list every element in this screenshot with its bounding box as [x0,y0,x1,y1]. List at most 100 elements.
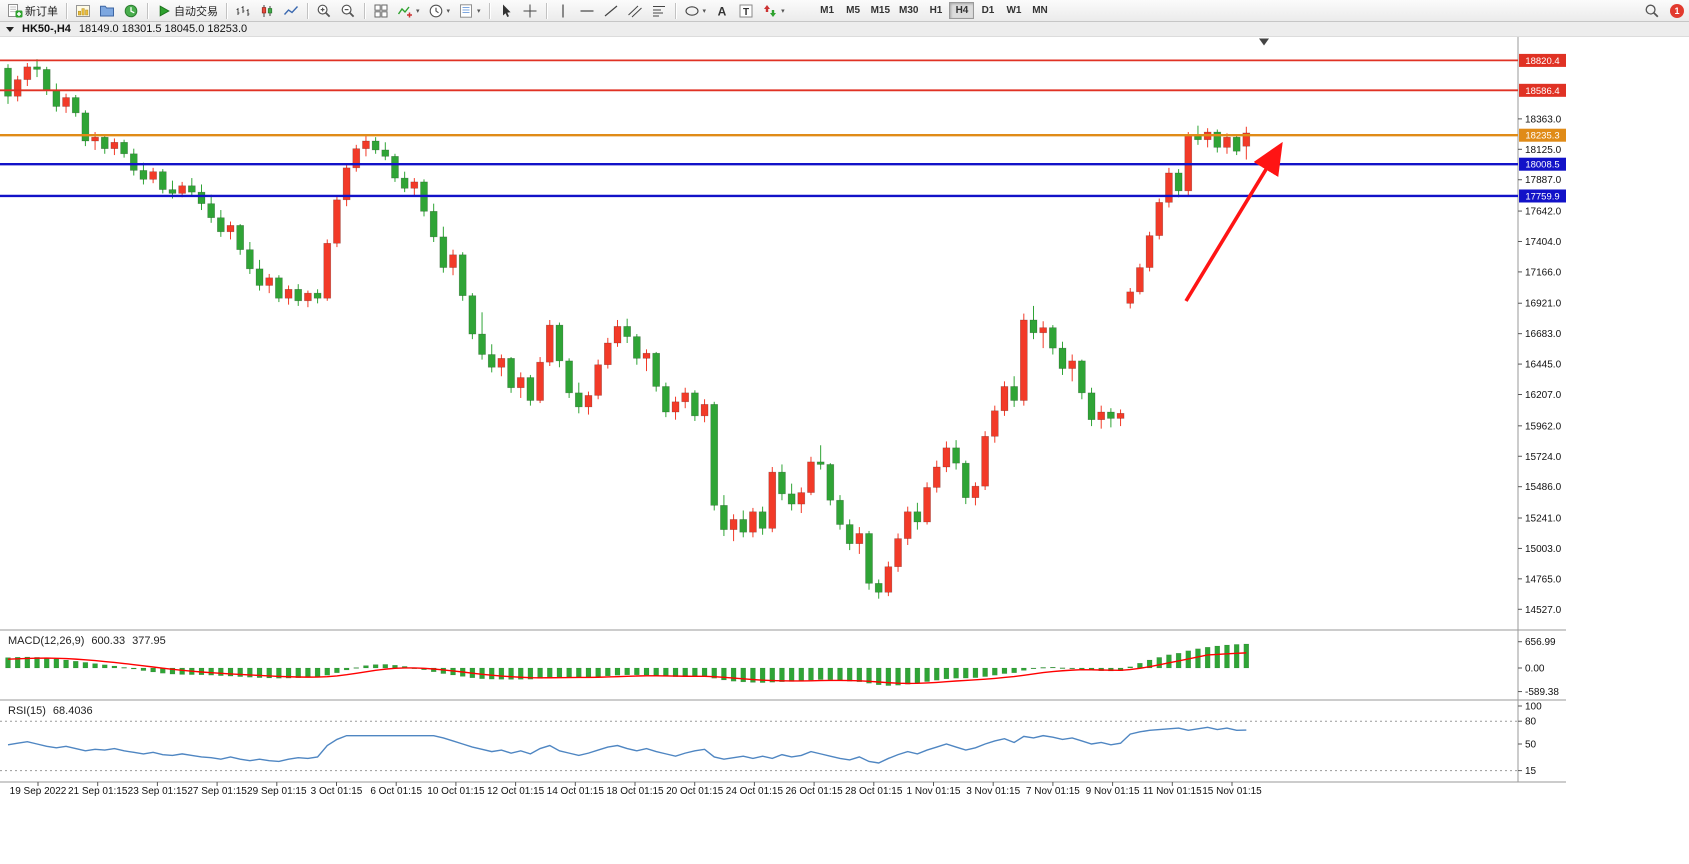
svg-text:23 Sep 01:15: 23 Sep 01:15 [128,786,188,797]
bar-chart-button[interactable] [232,1,254,20]
macd-signal-line [7,652,1247,685]
chevron-down-icon: ▾ [781,7,785,15]
line-chart-button[interactable] [280,1,302,20]
svg-text:20 Oct 01:15: 20 Oct 01:15 [666,786,724,797]
trendline-button[interactable] [600,1,622,20]
price-tag [1519,83,1566,97]
price-tags: 18820.4 18586.4 18235.3 18008.5 17759.9 [1519,53,1566,203]
horizontal-lines[interactable] [0,59,1518,198]
crosshair-button[interactable] [519,1,541,20]
svg-text:24 Oct 01:15: 24 Oct 01:15 [726,786,784,797]
fibonacci-button[interactable] [648,1,670,20]
svg-text:1 Nov 01:15: 1 Nov 01:15 [907,786,961,797]
new-order-button[interactable]: 新订单 [4,1,61,20]
timeframe-mn[interactable]: MN [1027,2,1052,19]
toolbar-separator [66,2,67,19]
new-chart-button[interactable] [72,1,94,20]
timeframe-w1[interactable]: W1 [1001,2,1026,19]
tile-windows-button[interactable] [370,1,392,20]
timeframe-m30[interactable]: M30 [895,2,922,19]
svg-text:3 Nov 01:15: 3 Nov 01:15 [966,786,1020,797]
horizontal-line-button[interactable] [576,1,598,20]
rsi-label: RSI(15) 68.4036 [8,705,93,717]
svg-text:10 Oct 01:15: 10 Oct 01:15 [427,786,485,797]
svg-text:18125.0: 18125.0 [1525,145,1562,156]
macd-layer [5,643,1250,686]
bar-shift-marker [1259,38,1269,46]
shapes-button[interactable]: ▾ [681,1,710,20]
text-button[interactable]: A [711,1,733,20]
vertical-line-button[interactable] [552,1,574,20]
chart-menu-icon[interactable] [6,26,14,32]
svg-text:16207.0: 16207.0 [1525,390,1562,401]
timeframe-group: M1 M5 M15 M30 H1 H4 D1 W1 MN [815,2,1053,19]
price-tag [1519,53,1566,67]
arrows-button[interactable]: ▾ [759,1,788,20]
chart-window: HK50-,H4 18149.0 18301.5 18045.0 18253.0… [0,22,1689,864]
svg-text:19 Sep 2022: 19 Sep 2022 [10,786,67,797]
svg-text:14765.0: 14765.0 [1525,574,1562,585]
svg-text:A: A [718,4,727,18]
zoom-out-button[interactable] [337,1,359,20]
chevron-down-icon: ▾ [416,7,420,15]
svg-text:16445.0: 16445.0 [1525,360,1562,371]
market-watch-button[interactable] [120,1,142,20]
timeframe-m1[interactable]: M1 [815,2,840,19]
candlestick-button[interactable] [256,1,278,20]
timeframe-h1[interactable]: H1 [923,2,948,19]
svg-text:18235.3: 18235.3 [1525,131,1559,142]
trend-arrow[interactable] [1184,141,1283,302]
macd-main-value: 600.33 [91,635,126,647]
channel-button[interactable] [624,1,646,20]
cursor-button[interactable] [495,1,517,20]
toolbar: 新订单 自动交易 ▾ ▾ ▾ ▾ A T ▾ M1 M5 M15 M30 H1 H4 D1 W1 MN [0,0,1689,22]
profiles-button[interactable] [96,1,118,20]
templates-button[interactable]: ▾ [455,1,484,20]
chart-ohlc-readout: 18149.0 18301.5 18045.0 18253.0 [78,23,248,35]
notification-badge[interactable]: 1 [1670,4,1684,18]
toolbar-separator [364,2,365,19]
zoom-in-button[interactable] [313,1,335,20]
svg-text:3 Oct 01:15: 3 Oct 01:15 [311,786,363,797]
label-button[interactable]: T [735,1,757,20]
svg-text:15486.0: 15486.0 [1525,482,1562,493]
svg-text:-589.38: -589.38 [1525,687,1559,698]
periods-button[interactable]: ▾ [425,1,454,20]
chevron-down-icon: ▾ [477,7,481,15]
search-button[interactable] [1641,2,1663,21]
toolbar-right: 1 [1640,0,1684,22]
rsi-layer [0,720,1518,772]
svg-text:12 Oct 01:15: 12 Oct 01:15 [487,786,545,797]
chevron-down-icon: ▾ [446,7,451,15]
svg-text:15241.0: 15241.0 [1525,514,1562,525]
svg-text:18363.0: 18363.0 [1525,114,1562,125]
chart-symbol-timeframe: HK50-,H4 [22,23,71,35]
svg-text:18 Oct 01:15: 18 Oct 01:15 [606,786,664,797]
rsi-line [7,726,1247,764]
chart-canvas[interactable]: 18363.0 18125.0 17887.0 17642.0 17404.0 17166… [0,22,1689,864]
rsi-name: RSI(15) [8,705,46,717]
svg-text:17642.0: 17642.0 [1525,207,1562,218]
autotrading-button[interactable]: 自动交易 [153,1,221,20]
svg-text:9 Nov 01:15: 9 Nov 01:15 [1086,786,1140,797]
svg-text:T: T [743,6,749,17]
price-tag [1519,189,1566,203]
chart-titlebar: HK50-,H4 18149.0 18301.5 18045.0 18253.0 [0,22,1689,37]
toolbar-separator [307,2,308,19]
rsi-value: 68.4036 [52,705,93,717]
svg-text:18820.4: 18820.4 [1525,56,1559,67]
macd-label: MACD(12,26,9) 600.33 377.95 [8,635,166,647]
time-axis[interactable]: 19 Sep 2022 21 Sep 01:15 23 Sep 01:15 27 Se… [10,782,1263,797]
timeframe-d1[interactable]: D1 [975,2,1000,19]
price-axis[interactable]: 18363.0 18125.0 17887.0 17642.0 17404.0 17166… [1518,114,1562,777]
timeframe-m5[interactable]: M5 [841,2,866,19]
svg-text:17759.9: 17759.9 [1525,191,1559,202]
svg-text:15003.0: 15003.0 [1525,544,1562,555]
svg-text:27 Sep 01:15: 27 Sep 01:15 [187,786,247,797]
timeframe-m15[interactable]: M15 [867,2,894,19]
svg-text:17887.0: 17887.0 [1525,175,1562,186]
indicators-button[interactable]: ▾ [394,1,423,20]
timeframe-h4[interactable]: H4 [949,2,975,19]
toolbar-separator [545,2,547,19]
